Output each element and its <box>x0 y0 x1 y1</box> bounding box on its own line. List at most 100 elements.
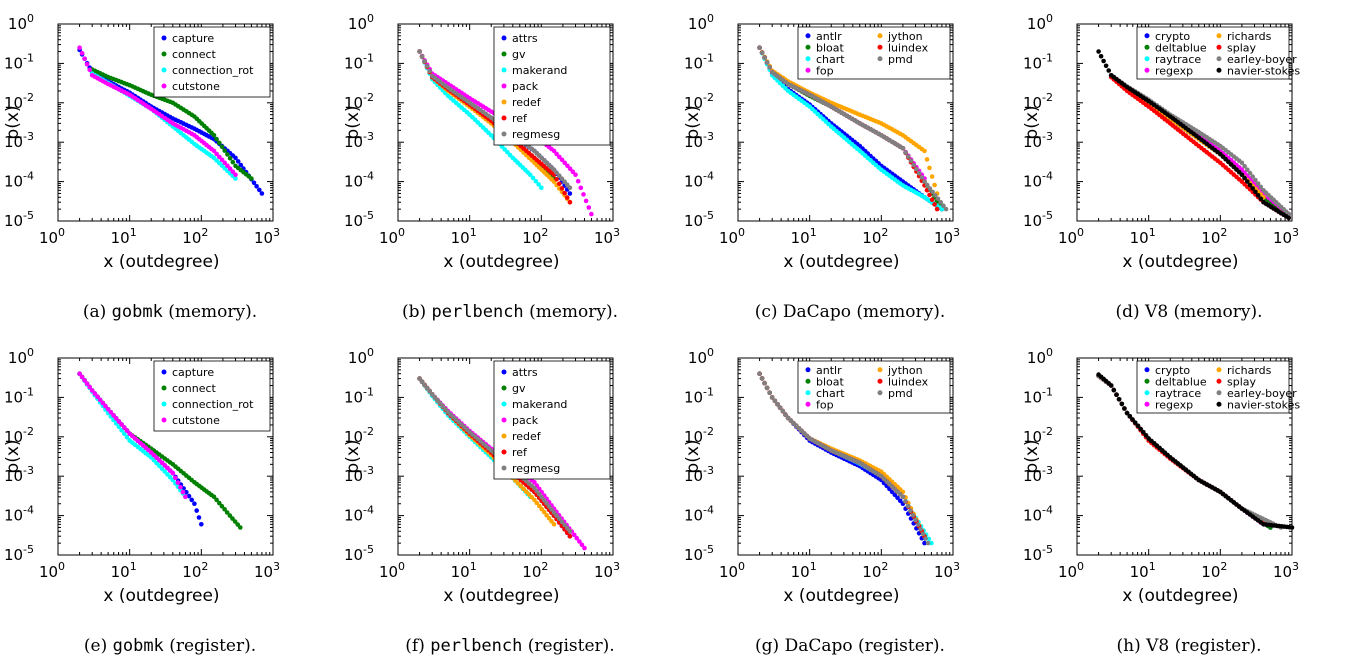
data-point <box>546 515 552 521</box>
data-point <box>539 494 544 500</box>
data-point <box>211 494 217 500</box>
data-point <box>225 163 230 169</box>
plot-frame <box>397 357 614 556</box>
data-point <box>180 489 186 495</box>
y-tick-label: 10-4 <box>344 504 374 525</box>
data-point <box>581 192 586 197</box>
legend-entry-regmesg: regmesg <box>512 462 560 475</box>
data-point <box>1135 423 1141 429</box>
data-point <box>238 525 243 530</box>
data-point <box>573 172 578 177</box>
chart-panel-g: 100 101 102 103 10-5 10-4 10-3 10-2 10-1 100 x (ou… <box>680 334 1020 667</box>
data-point <box>583 198 589 204</box>
y-axis-title: p(x) <box>3 439 23 473</box>
data-point <box>105 407 111 412</box>
x-tick-label: 101 <box>791 226 817 247</box>
legend-marker <box>805 390 811 396</box>
legend-entry-raytrace: raytrace <box>1155 387 1201 400</box>
data-point <box>1143 433 1149 438</box>
legend-entry-regexp: regexp <box>1155 398 1193 411</box>
data-point <box>941 203 946 208</box>
legend-marker <box>1144 67 1150 73</box>
y-tick-label: 10-1 <box>1023 51 1053 72</box>
legend-marker <box>1144 33 1150 39</box>
data-point <box>211 133 217 138</box>
data-point <box>924 182 930 188</box>
y-tick-label: 100 <box>688 346 714 367</box>
x-axis: 100 101 102 103 <box>1058 24 1299 247</box>
legend-marker <box>501 417 507 423</box>
caption-text: (d) V8 (memory). <box>1115 302 1263 322</box>
data-point <box>564 195 570 200</box>
x-tick-label: 103 <box>254 560 280 581</box>
chart-panel-c: 100 101 102 103 10-5 10-4 10-3 10-2 10-1 100 x (ou… <box>680 0 1020 333</box>
plot-frame <box>1076 357 1293 556</box>
data-point <box>435 398 440 403</box>
legend-entry-capture: capture <box>172 366 214 379</box>
data-point <box>895 495 900 501</box>
legend-marker <box>501 51 507 57</box>
y-axis-title: p(x) <box>343 439 363 473</box>
data-point <box>554 513 559 518</box>
y-tick-label: 10-4 <box>1023 504 1053 525</box>
series-navier-stokes <box>1096 49 1291 221</box>
data-point <box>440 404 446 409</box>
y-axis-title: p(x) <box>683 105 703 139</box>
legend-marker <box>1144 390 1150 396</box>
y-tick-label: 10-3 <box>684 464 714 485</box>
data-point <box>429 392 435 397</box>
data-point <box>100 400 106 406</box>
legend-entry-richards: richards <box>1227 364 1272 377</box>
y-tick-label: 10-4 <box>684 170 714 191</box>
data-point <box>1116 397 1122 402</box>
data-point <box>1253 177 1258 183</box>
chart-svg-g: 100 101 102 103 10-5 10-4 10-3 10-2 10-1 100 x (ou… <box>683 346 960 606</box>
x-tick-label: 102 <box>182 560 208 581</box>
data-point <box>575 178 581 184</box>
y-axis-title: p(x) <box>3 105 23 139</box>
legend-entry-makerand: makerand <box>512 64 567 77</box>
y-tick-label: 10-2 <box>344 91 374 112</box>
data-point <box>551 522 557 527</box>
data-point <box>92 391 98 396</box>
data-point <box>780 408 786 414</box>
legend: capture connect connection_rot cutstone <box>153 360 271 432</box>
data-point <box>564 182 570 187</box>
y-tick-label: 10-1 <box>1023 385 1053 406</box>
data-point <box>527 172 533 177</box>
y-tick-label: 10-5 <box>4 209 34 230</box>
data-point <box>417 376 422 381</box>
data-point <box>249 176 254 181</box>
data-point <box>567 529 573 534</box>
x-tick-label: 102 <box>522 226 548 247</box>
legend: capture connect connection_rot cutstone <box>153 26 271 98</box>
data-point <box>124 428 130 433</box>
chart-panel-d: 100 101 102 103 10-5 10-4 10-3 10-2 10-1 100 x (ou… <box>1019 0 1359 333</box>
x-tick-label: 103 <box>254 226 280 247</box>
legend-entry-antlr: antlr <box>816 30 842 43</box>
legend-marker <box>501 465 507 471</box>
data-point <box>183 494 188 500</box>
figure-caption-e: (e) gobmk (register). <box>0 636 340 656</box>
data-point <box>1245 167 1250 172</box>
legend-entry-splay: splay <box>1227 41 1257 54</box>
data-point <box>764 385 770 391</box>
caption-text: (c) DaCapo (memory). <box>754 302 946 322</box>
x-axis: 100 101 102 103 <box>1058 358 1299 581</box>
legend-entry-raytrace: raytrace <box>1155 53 1201 66</box>
data-point <box>259 191 265 196</box>
legend: attrs gv makerand pack redef ref regmesg <box>493 26 611 146</box>
chart-panel-h: 100 101 102 103 10-5 10-4 10-3 10-2 10-1 100 x (ou… <box>1019 334 1359 667</box>
data-point <box>214 151 219 157</box>
x-axis-title: x (outdegree) <box>783 252 899 272</box>
data-point <box>932 202 937 207</box>
data-point <box>84 61 90 67</box>
data-points <box>757 45 949 212</box>
legend-entry-connect: connect <box>172 382 217 395</box>
legend: attrs gv makerand pack redef ref regmesg <box>493 360 611 480</box>
data-point <box>551 167 557 172</box>
data-point <box>757 371 762 376</box>
y-tick-label: 10-2 <box>4 425 34 446</box>
data-point <box>79 374 85 380</box>
